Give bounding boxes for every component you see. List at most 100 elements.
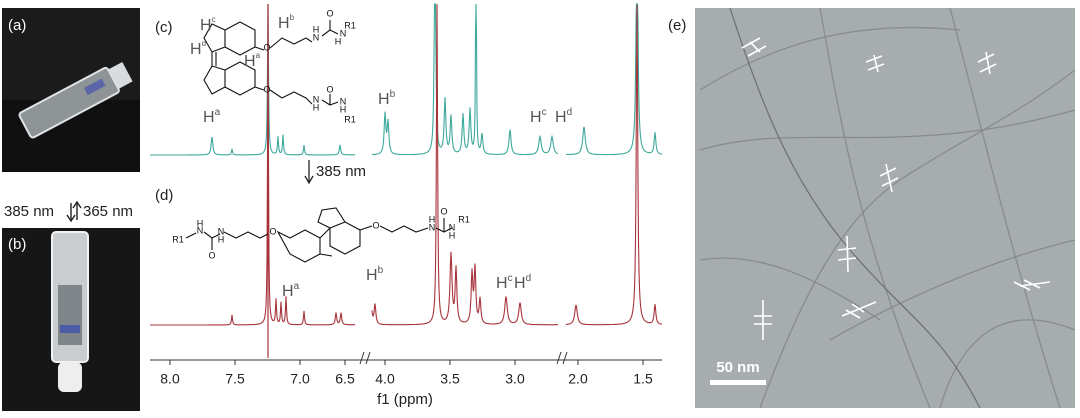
atom: H xyxy=(555,109,567,126)
spectrum xyxy=(371,4,558,326)
cuvette-b-text xyxy=(60,325,80,333)
width-markers xyxy=(741,37,1051,340)
spectrum xyxy=(150,4,355,156)
atom-label: R1 xyxy=(344,114,356,124)
atom-label: O xyxy=(263,42,270,52)
axis-break xyxy=(556,351,568,365)
peak-label: Hd xyxy=(514,273,531,293)
switch-forward: 385 nm xyxy=(4,203,54,220)
peak-label: Ha xyxy=(203,107,221,127)
atom-label: N xyxy=(218,226,225,236)
peak-label: Hd xyxy=(555,107,572,127)
spectrum xyxy=(372,3,559,156)
atom-label: N xyxy=(340,96,347,106)
atom-label: N xyxy=(313,94,320,104)
atom-label: N xyxy=(340,28,347,38)
atom: H xyxy=(378,91,390,108)
atom: H xyxy=(530,109,542,126)
site: b xyxy=(290,13,295,22)
atom: H xyxy=(514,275,526,292)
atom: H xyxy=(278,15,290,32)
atom-label: H xyxy=(429,214,436,224)
micrograph xyxy=(695,8,1075,408)
site: d xyxy=(202,39,206,48)
x-tick-label: 2.0 xyxy=(568,371,588,387)
arrow-head xyxy=(66,214,76,223)
site: c xyxy=(212,15,216,24)
peak-label: Hc xyxy=(496,273,513,293)
site: b xyxy=(390,89,396,100)
panel-label: (d) xyxy=(155,187,173,204)
site: a xyxy=(256,51,261,60)
atom-label: N xyxy=(313,32,320,42)
atom-label: R1 xyxy=(458,214,470,224)
x-tick-label: 3.0 xyxy=(505,371,525,387)
atom: H xyxy=(244,53,256,70)
atom-label: N xyxy=(449,222,456,232)
atom-label: N xyxy=(197,225,204,235)
arrow-head xyxy=(72,200,82,209)
site-label: Hd xyxy=(190,39,206,58)
site-label: Ha xyxy=(244,51,261,70)
atom-label: H xyxy=(340,104,347,114)
site-label: Hc xyxy=(200,15,216,34)
atom: H xyxy=(282,283,294,300)
scale-bar-label: 50 nm xyxy=(716,359,759,376)
atom-label: O xyxy=(326,8,333,18)
fibers xyxy=(699,7,1076,409)
atom-label: R1 xyxy=(172,234,184,244)
x-tick-label: 4.0 xyxy=(375,371,395,387)
peak-label: Ha xyxy=(282,281,300,301)
atom-label: R1 xyxy=(344,20,356,30)
structure-c xyxy=(203,20,339,106)
site: c xyxy=(508,273,513,284)
atom-label: O xyxy=(263,84,270,94)
atom: H xyxy=(203,109,215,126)
atom-label: O xyxy=(372,220,379,230)
panel-label: (e) xyxy=(668,17,686,34)
x-tick-label: 7.0 xyxy=(290,371,310,387)
atom-label: O xyxy=(440,206,447,216)
panel-label: (c) xyxy=(155,19,173,36)
atom-label: H xyxy=(313,24,320,34)
panel-label: (b) xyxy=(8,236,26,253)
x-tick-label: 7.5 xyxy=(225,371,245,387)
spectrum xyxy=(566,3,662,156)
x-tick-label: 8.0 xyxy=(160,371,180,387)
atom-label: H xyxy=(449,230,456,240)
peak-label: Hb xyxy=(366,265,384,285)
x-tick-label: 6.5 xyxy=(335,371,355,387)
spectrum xyxy=(566,4,663,326)
atom: H xyxy=(366,267,378,284)
x-tick-label: 3.5 xyxy=(440,371,460,387)
switch-backward: 365 nm xyxy=(83,203,133,220)
cap xyxy=(58,362,82,392)
atom-label: H xyxy=(335,36,342,46)
spectra xyxy=(150,3,663,365)
site: d xyxy=(526,273,532,284)
atom-label: O xyxy=(208,250,215,260)
atom-label: O xyxy=(269,226,276,236)
site-label: Hb xyxy=(278,13,295,32)
structure-d xyxy=(185,207,453,263)
site: b xyxy=(378,265,384,276)
irradiation-label: 385 nm xyxy=(316,163,366,180)
atom-label: H xyxy=(313,102,320,112)
site: a xyxy=(215,107,221,118)
atom: H xyxy=(496,275,508,292)
cuvette-a xyxy=(18,62,133,139)
site: a xyxy=(294,281,300,292)
arrow-head xyxy=(304,175,314,185)
atom: H xyxy=(200,17,212,34)
scale-bar xyxy=(710,380,766,385)
peak-label: Hc xyxy=(530,107,547,127)
atom: H xyxy=(190,41,202,58)
panel-label: (a) xyxy=(8,17,26,34)
peak-label: Hb xyxy=(378,89,396,109)
spectrum xyxy=(150,3,355,326)
cuvette-b-window xyxy=(58,285,82,345)
atom-label: N xyxy=(429,222,436,232)
site: c xyxy=(542,107,547,118)
axis-break xyxy=(359,351,371,365)
